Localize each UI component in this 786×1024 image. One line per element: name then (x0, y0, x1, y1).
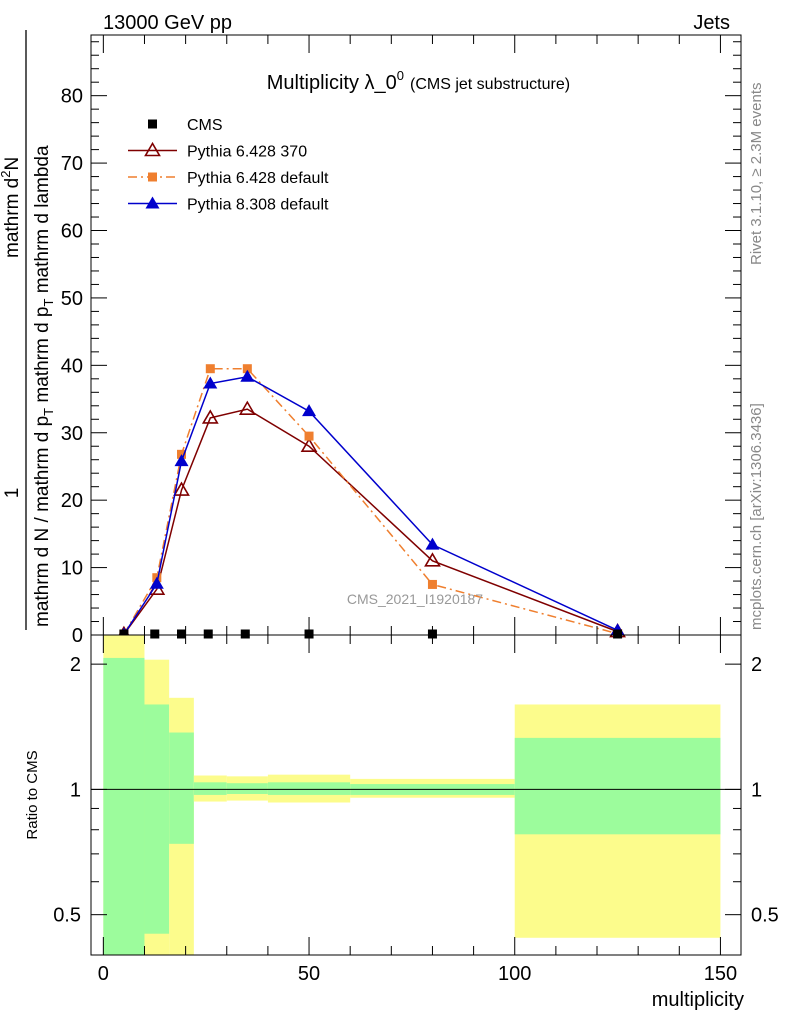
x-tick-label: 50 (298, 963, 320, 985)
ratio-y-tick-label-right: 2 (751, 654, 762, 676)
main-y-tick-label: 30 (61, 423, 83, 445)
data-point (177, 629, 187, 639)
data-point (240, 629, 250, 639)
ratio-inner-band (103, 657, 145, 955)
ratio-y-tick-label-right: 0.5 (751, 905, 779, 927)
x-tick-label: 0 (98, 963, 109, 985)
analysis-watermark: CMS_2021_I1920187 (347, 591, 483, 607)
ratio-y-tick-label-right: 1 (751, 779, 762, 801)
ratio-x-ticks: 0 50 100 150 (98, 635, 737, 985)
data-point (613, 629, 623, 639)
data-point (240, 369, 255, 382)
ratio-plot-frame (90, 634, 742, 956)
legend-entry: Pythia 8.308 default (128, 196, 329, 214)
ratio-y-tick-label: 0.5 (53, 905, 81, 927)
legend-label: CMS (187, 117, 223, 134)
data-point (203, 629, 213, 639)
series-line (123, 408, 618, 635)
data-point (205, 364, 215, 374)
data-point (302, 404, 317, 417)
ratio-plot: 0.5 0.5 1 1 2 2 0 50 100 150 Ratio to CMS multip… (24, 634, 779, 1011)
series-line (123, 367, 618, 635)
energy-label: 13000 GeV pp (103, 12, 232, 34)
series-line (123, 376, 618, 635)
main-y-tick-label: 10 (61, 558, 83, 580)
data-point (203, 376, 218, 389)
data-point (173, 481, 190, 496)
x-axis-label: multiplicity (652, 989, 744, 1011)
series-cms (119, 629, 623, 639)
legend-entry: Pythia 6.428 370 (128, 141, 307, 161)
data-point (300, 437, 318, 453)
data-point (144, 141, 161, 157)
legend: CMS Pythia 6.428 370 Pythia 6.428 default P… (128, 117, 329, 214)
jets-label: Jets (693, 12, 730, 34)
data-point (150, 629, 160, 639)
x-tick-label: 100 (498, 963, 531, 985)
ratio-inner-band (169, 732, 194, 844)
y-axis-numerator: 1 (2, 488, 23, 499)
ratio-y-tick-label: 2 (70, 654, 81, 676)
legend-label: Pythia 6.428 default (187, 170, 329, 187)
mcplots-label: mcplots.cern.ch [arXiv:1306.3436] (748, 403, 765, 630)
data-point (149, 576, 164, 589)
x-tick-label: 150 (704, 963, 737, 985)
y-axis-denominator: mathrm d N / mathrm d pT mathrm d pT mat… (32, 145, 56, 627)
main-y-axis-title: 1 mathrm d N / mathrm d pT mathrm d pT m… (0, 30, 56, 630)
main-y-tick-label: 20 (61, 490, 83, 512)
data-point (201, 409, 219, 424)
main-subtitle: (CMS jet substructure) (410, 76, 570, 93)
main-y-tick-label: 0 (72, 625, 83, 647)
legend-label: Pythia 6.428 370 (187, 144, 307, 161)
main-y-tick-label: 70 (61, 153, 83, 175)
data-point (174, 454, 189, 467)
ratio-y-tick-label: 1 (70, 779, 81, 801)
rivet-version-label: Rivet 3.1.10, ≥ 2.3M events (748, 83, 765, 266)
main-y-tick-label: 80 (61, 86, 83, 108)
ratio-inner-band (514, 737, 721, 835)
main-y-tick-label: 40 (61, 355, 83, 377)
ratio-inner-band (144, 704, 170, 934)
data-point (242, 364, 252, 374)
main-x-ticks (102, 35, 721, 635)
main-title-sup: 0 (397, 68, 404, 83)
ratio-inner-band (226, 783, 268, 794)
data-point (424, 552, 441, 567)
ratio-inner-band (193, 782, 227, 795)
y-axis-top: mathrm d2N (0, 157, 23, 258)
data-point (425, 537, 440, 550)
ratio-y-ticks: 0.5 0.5 1 1 2 2 (53, 654, 779, 956)
main-y-tick-label: 60 (61, 221, 83, 243)
ratio-bands (103, 635, 721, 955)
legend-label: Pythia 8.308 default (187, 197, 329, 214)
ratio-y-axis-label: Ratio to CMS (24, 750, 41, 839)
data-point (148, 172, 157, 182)
data-point (145, 196, 160, 209)
legend-entry: CMS (148, 117, 223, 134)
legend-entry: Pythia 6.428 default (128, 170, 329, 187)
ratio-inner-band (267, 782, 351, 795)
data-point (238, 400, 256, 415)
data-point (119, 629, 129, 639)
main-title: Multiplicity λ_00 (267, 68, 404, 94)
data-point (148, 119, 157, 129)
main-y-tick-label: 50 (61, 288, 83, 310)
data-point (427, 579, 437, 589)
data-point (304, 431, 314, 441)
main-title-text: Multiplicity λ_0 (267, 72, 397, 94)
main-y-ticks: 0 10 20 30 40 50 60 70 80 (61, 41, 741, 647)
